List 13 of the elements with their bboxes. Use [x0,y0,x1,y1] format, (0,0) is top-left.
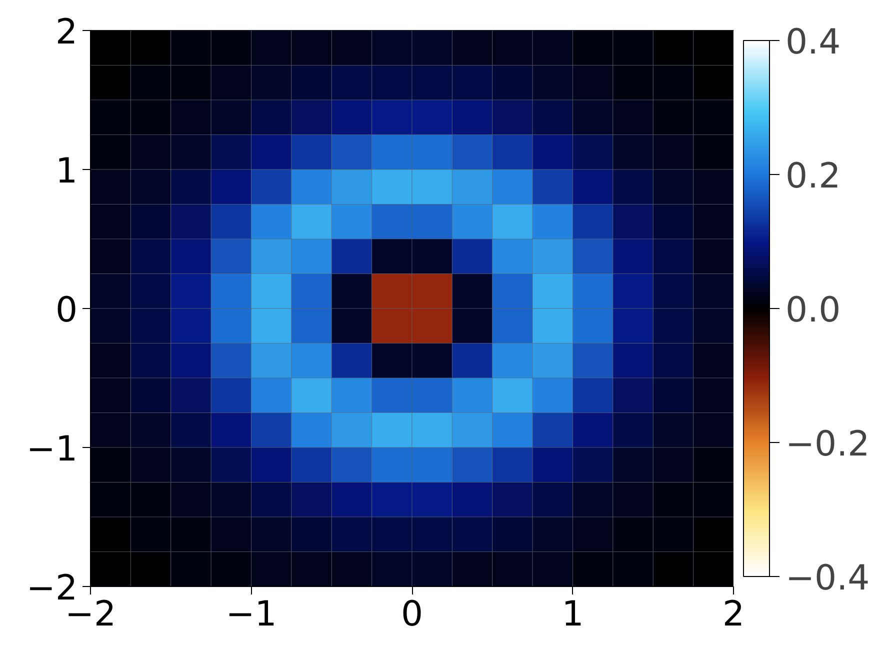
color-bar-label: 0.2 [786,156,841,196]
y-tick-label: 2 [55,12,78,52]
y-tick-label: 0 [55,290,78,330]
x-tick-label: 2 [722,594,745,634]
x-tick-label: 1 [562,594,584,634]
x-tick-label: 0 [400,594,424,634]
y-tick-label: −1 [26,430,78,470]
color-bar-label: −0.4 [786,558,870,598]
color-bar-label: 0.0 [786,290,841,330]
x-tick-label: −1 [226,594,277,634]
color-bar-label: −0.2 [786,424,870,464]
y-tick-label: 1 [55,152,78,192]
color-bar-label: 0.4 [786,22,841,62]
